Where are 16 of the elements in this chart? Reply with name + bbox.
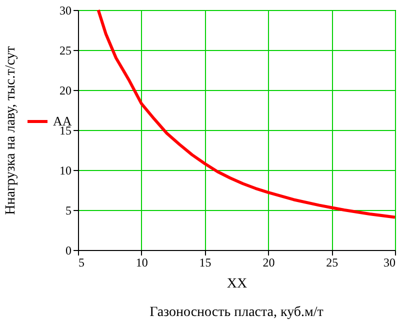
y-tick-label: 5 <box>66 204 72 218</box>
line-series <box>96 8 396 219</box>
x-tick-label: 15 <box>199 256 212 270</box>
y-tick-label: 30 <box>60 4 72 18</box>
y-axis-title: Ннагрузка на лаву, тыс.т/сут <box>4 46 18 215</box>
x-tick-label: 20 <box>262 256 275 270</box>
x-tick-label: 10 <box>136 256 148 270</box>
x-tick-label: 25 <box>326 256 338 270</box>
x-tick-label: 30 <box>384 256 396 270</box>
y-tick-label: 10 <box>60 164 72 178</box>
x-tick-label: 5 <box>78 256 84 270</box>
y-tick-label: 25 <box>60 44 72 58</box>
text: Газоносность пласта, куб.м/т <box>150 305 324 320</box>
y-tick-label: 0 <box>66 244 72 258</box>
x-axis-title: XX <box>226 276 248 292</box>
y-tick-label: 20 <box>60 84 72 98</box>
